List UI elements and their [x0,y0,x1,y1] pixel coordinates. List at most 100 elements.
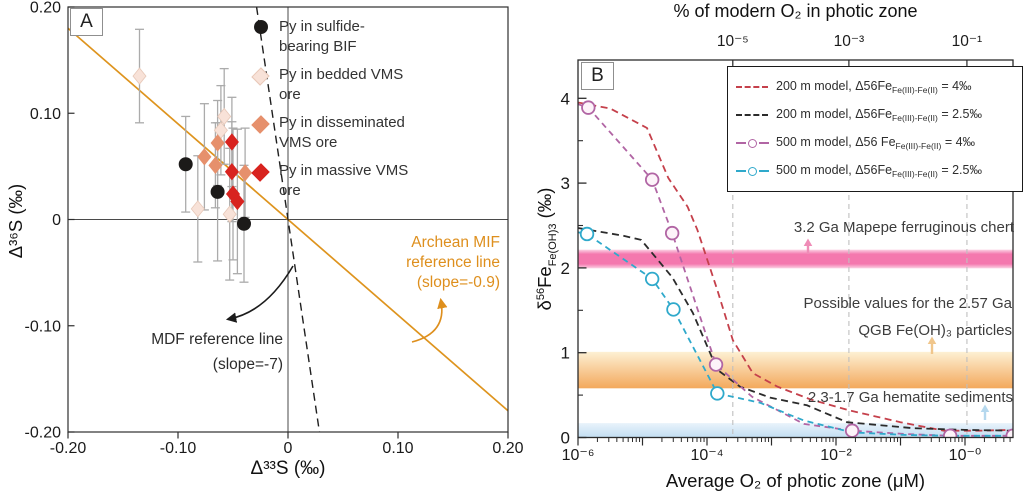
curve-marker [644,172,660,187]
mapepe-chert-annotation: 3.2 Ga Mapepe ferruginous chert [793,219,1014,236]
panel-a-axis-ticks: -0.20 -0.10 0 0.10 0.20 -0.20 -0.10 0 0.10 0.20 [25,0,524,457]
dashed-line-icon [734,114,776,116]
legend-label: 200 m model, Δ56FeFe(III)-Fe(II) = 2.5‰ [776,107,982,123]
curve-0 [578,101,1013,432]
curve-marker [710,386,725,401]
panel-a-y-axis-title: Δ³⁶S (‰) [5,183,26,259]
diamond-marker-icon [251,113,270,153]
panel-b-top-axis-title: % of modern O₂ in photic zone [673,1,918,21]
annotation-line: Possible values for the 2.57 Ga [803,295,1012,312]
y-tick-label: 0.10 [30,106,61,123]
ylabel-unit: (‰) [534,187,555,224]
data-point [217,107,232,126]
band-1 [578,351,1013,389]
data-point [190,200,205,218]
error-bars [135,28,250,283]
hematite-sediments-annotation: 2.3-1.7 Ga hematite sediments [807,389,1013,406]
panel-a-plot: -0.20 -0.10 0 0.10 0.20 -0.20 -0.10 0 0.10 0.20 [25,0,524,457]
y-tick-label: 2 [561,259,570,278]
legend-item-500m-25: 500 m model, Δ56FeFe(III)-Fe(II) = 2.5‰ [734,157,1016,185]
panel-a-legend: Py in sulfide- bearing BIF Py in bedded … [251,17,408,209]
diamond-marker-icon [251,65,270,105]
mdf-annotation-arrow [225,265,294,323]
x-tick-label: 0.20 [492,440,523,457]
ylabel-subscript: Fe(OH)3 [547,223,559,267]
data-point [224,133,239,151]
curve-2 [578,103,1013,437]
mdf-annotation: MDF reference line (slope=-7) [151,327,283,377]
data-point [213,121,228,139]
data-point [210,134,225,152]
legend-text: 500 m model, Δ56 Fe [776,135,896,149]
data-point [197,148,212,166]
data-point [224,163,239,181]
curve-marker [666,302,681,317]
circle-marker-icon [252,17,269,57]
y-tick-label: 1 [561,344,570,363]
panel-b-frame [577,59,1014,439]
annotation-line: (slope=-7) [212,356,283,373]
band-annotation-arrowhead [803,238,813,246]
diamond-marker-icon [251,161,270,201]
curve-marker [708,357,724,372]
legend-label-line: VMS ore [279,134,338,151]
series-3 [224,133,245,211]
x-tick-label: 0.10 [382,440,413,457]
y-tick-label: 4 [561,89,570,108]
y-tick-label: 0 [561,429,570,448]
x-tick-label: 10⁻² [820,447,852,464]
curve-marker [579,226,595,242]
data-point [178,157,193,172]
ylabel-superscript: 56 [535,287,547,301]
legend-subscript: Fe(III)-Fe(II) [892,85,938,95]
data-point [132,67,147,85]
legend-label-line: Py in sulfide- [279,18,365,35]
legend-label-line: Py in disseminated [279,114,405,131]
annotation-line: Archean MIF [411,234,500,251]
legend-item-disseminated-vms: Py in disseminated VMS ore [251,113,408,153]
legend-label-line: Py in bedded VMS [279,66,404,83]
y-tick-label: -0.20 [25,425,62,442]
x-tick-label: 10⁻⁶ [562,447,595,464]
panel-b-plot: 0 1 2 3 4 10⁻⁶ 10⁻⁴ 10⁻² 10⁻⁰ 10⁻⁵ 10⁻³ 10⁻¹ [561,33,1014,464]
ylabel-fe: Fe [534,266,555,288]
data-point [230,192,245,211]
panel-b-x-axis-title: Average O₂ of photic zone (μM) [665,470,926,491]
legend-subscript: Fe(III)-Fe(II) [895,141,942,151]
panel-b-label: B [581,62,614,90]
legend-label-line: ore [279,182,301,199]
legend-label: 200 m model, Δ56FeFe(III)-Fe(II) = 4‰ [776,79,972,95]
panel-b-y-axis-title: δ56FeFe(OH)3 (‰) [528,144,559,354]
curve-marker [664,225,680,241]
mif-annotation-arrow [411,297,448,343]
legend-subscript: Fe(III)-Fe(II) [892,113,938,123]
top-tick-label: 10⁻¹ [952,33,983,50]
legend-label-line: bearing BIF [279,38,357,55]
x-tick-label: 10⁻⁴ [690,447,723,464]
legend-item-200m-25: 200 m model, Δ56FeFe(III)-Fe(II) = 2.5‰ [734,101,1016,129]
legend-text: = 4‰ [937,79,972,93]
curve-marker [644,271,660,287]
panel-b-axis-ticks: 0 1 2 3 4 10⁻⁶ 10⁻⁴ 10⁻² 10⁻⁰ 10⁻⁵ 10⁻³ 10⁻¹ [561,33,1011,464]
legend-label: Py in disseminated VMS ore [279,113,405,153]
top-tick-label: 10⁻³ [834,33,865,50]
x-tick-label: -0.20 [50,440,87,457]
data-point [210,184,225,199]
data-point [208,156,223,174]
dashed-line-icon [734,86,776,88]
x-tick-label: -0.10 [160,440,197,457]
annotation-line: QGB Fe(OH)₃ particles [858,322,1012,339]
annotation-line: MDF reference line [151,331,283,348]
curve-3 [578,231,1013,437]
legend-subscript: Fe(III)-Fe(II) [892,169,938,179]
legend-text: 200 m model, Δ56Fe [776,79,893,93]
legend-label-line: Py in massive VMS [279,162,409,179]
annotation-line: (slope=-0.9) [416,274,500,291]
band-annotation-arrowhead [980,404,990,412]
panel-a-x-axis-title: Δ³³S (‰) [250,458,326,479]
legend-text: = 2.5‰ [937,163,982,177]
curve-marker [844,423,860,438]
legend-label: Py in massive VMS ore [279,161,408,201]
dash-circle-line-icon [734,138,776,148]
band-annotation-arrowhead [927,336,937,344]
